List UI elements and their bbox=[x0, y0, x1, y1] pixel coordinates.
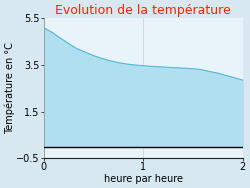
Title: Evolution de la température: Evolution de la température bbox=[55, 4, 231, 17]
X-axis label: heure par heure: heure par heure bbox=[104, 174, 183, 184]
Y-axis label: Température en °C: Température en °C bbox=[4, 42, 15, 134]
